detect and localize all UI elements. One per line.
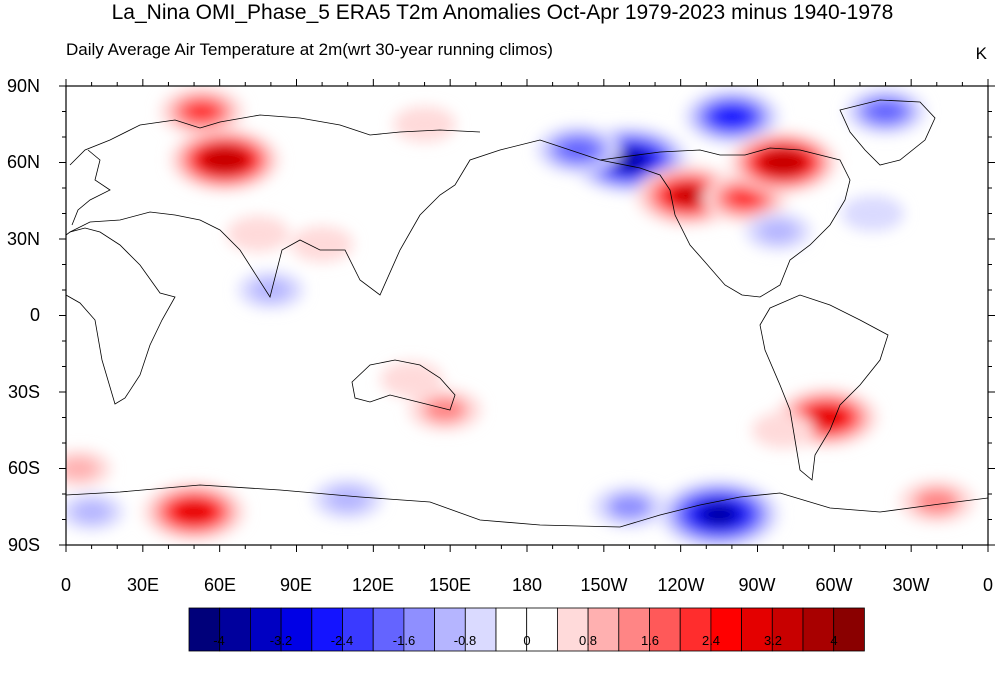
figure-subtitle: Daily Average Air Temperature at 2m(wrt … <box>66 40 553 59</box>
colorbar-tick-label: -2.4 <box>330 633 354 648</box>
x-tick-label: 60E <box>203 575 237 595</box>
x-tick-label: 150W <box>580 575 628 595</box>
colorbar-swatch <box>649 607 681 652</box>
colorbar-swatch <box>587 607 620 652</box>
colorbar-swatch <box>771 607 804 652</box>
anomaly-patch <box>226 215 290 252</box>
y-tick-label: 60S <box>7 458 40 478</box>
colorbar-tick-label: -3.2 <box>269 633 293 648</box>
anomaly-patch <box>751 412 815 449</box>
units-label: K <box>975 44 987 63</box>
colorbar-swatch <box>556 607 589 652</box>
anomaly-patch <box>72 500 111 523</box>
map-plot <box>59 79 995 552</box>
anomaly-patch <box>423 397 468 423</box>
anomaly-patch <box>560 139 597 161</box>
x-tick-label: 120W <box>657 575 705 595</box>
y-tick-label: 30S <box>7 382 40 402</box>
colorbar-tick-label: -0.8 <box>453 633 477 648</box>
colorbar-tick-label: 4 <box>830 633 838 648</box>
colorbar-swatch <box>710 607 743 652</box>
x-tick-label: 150E <box>428 575 472 595</box>
colorbar-tick-label: 1.6 <box>640 633 660 648</box>
anomaly-patch <box>183 101 220 122</box>
colorbar-swatch <box>618 607 650 652</box>
anomaly-patch <box>726 187 763 209</box>
colorbar-tick-label: 0 <box>523 633 531 648</box>
colorbar-swatch <box>741 607 773 652</box>
x-tick-label: 30E <box>126 575 160 595</box>
anomaly-patch <box>809 407 844 428</box>
colorbar-swatch <box>833 607 865 652</box>
colorbar-swatch <box>679 607 712 652</box>
anomaly-patch <box>716 107 748 126</box>
anomaly-patch <box>177 502 212 522</box>
anomaly-patch <box>868 101 903 122</box>
y-tick-label: 30N <box>6 229 40 249</box>
y-tick-label: 90S <box>7 535 40 555</box>
colorbar <box>188 607 865 652</box>
anomaly-patch <box>251 278 291 302</box>
colorbar-swatch <box>372 607 405 652</box>
y-tick-label: 60N <box>6 152 40 172</box>
anomaly-patch <box>326 487 369 512</box>
coastlines <box>66 99 988 528</box>
anomaly-patch <box>393 106 456 143</box>
y-tick-label: 0 <box>29 305 40 325</box>
anomaly-patch <box>758 219 798 243</box>
x-tick-label: 180 <box>511 575 543 595</box>
x-tick-label: 90W <box>738 575 776 595</box>
colorbar-swatch <box>403 607 435 652</box>
colorbar-tick-label: 0.8 <box>578 633 598 648</box>
colorbar-swatch <box>495 607 528 652</box>
colorbar-swatch <box>526 607 558 652</box>
x-tick-label: 120E <box>351 575 395 595</box>
colorbar-swatch <box>802 607 835 652</box>
x-tick-label: 30W <box>892 575 930 595</box>
anomaly-patch <box>209 151 240 169</box>
anomaly-patch <box>768 154 798 171</box>
anomaly-patch <box>841 195 904 232</box>
colorbar-tick-label: 2.4 <box>701 633 721 648</box>
anomaly-patch <box>66 457 99 480</box>
y-tick-label: 90N <box>6 76 40 96</box>
figure-title: La_Nina OMI_Phase_5 ERA5 T2m Anomalies O… <box>111 1 894 24</box>
x-tick-label: 60W <box>815 575 853 595</box>
colorbar-tick-label: 3.2 <box>763 633 783 648</box>
x-tick-label: 90E <box>279 575 313 595</box>
anomaly-patch <box>914 488 960 515</box>
colorbar-tick-label: -1.6 <box>392 633 416 648</box>
anomaly-patch <box>670 185 706 206</box>
colorbar-swatch <box>188 607 221 652</box>
colorbar-tick-label: -4 <box>213 633 225 648</box>
colorbar-swatch <box>280 607 313 652</box>
anomaly-patch <box>607 494 652 520</box>
x-tick-label: 0 <box>982 575 994 595</box>
x-tick-label: 0 <box>60 575 72 595</box>
colorbar-swatch <box>434 607 466 652</box>
anomaly-patch <box>702 505 736 524</box>
colorbar-swatch <box>250 607 282 652</box>
anomaly-patch <box>290 226 354 263</box>
